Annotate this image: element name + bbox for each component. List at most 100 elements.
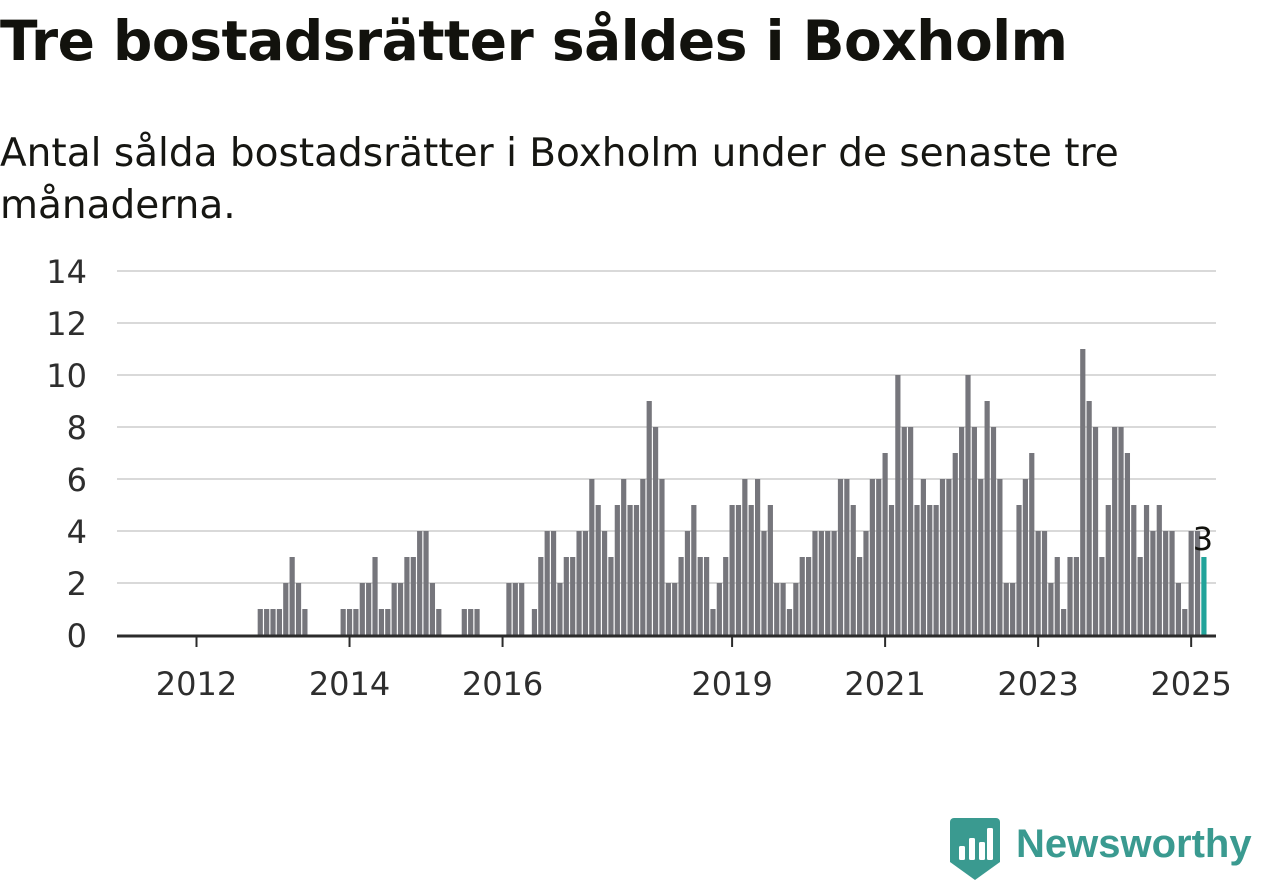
- bar: [1003, 583, 1009, 635]
- bar: [614, 505, 620, 635]
- bar: [340, 609, 346, 635]
- bar: [869, 479, 875, 635]
- bar: [812, 531, 818, 635]
- bar: [385, 609, 391, 635]
- bar: [857, 557, 863, 635]
- bar: [289, 557, 295, 635]
- bar: [1150, 531, 1156, 635]
- bar: [901, 427, 907, 635]
- bar: [372, 557, 378, 635]
- bar: [959, 427, 965, 635]
- bar: [1086, 401, 1092, 635]
- bar: [1143, 505, 1150, 635]
- bar: [264, 609, 270, 635]
- bar: [837, 479, 844, 635]
- y-tick-label: 4: [67, 513, 87, 551]
- bar: [799, 557, 805, 635]
- bar: [595, 505, 601, 635]
- bar: [971, 427, 977, 635]
- bar: [659, 479, 665, 635]
- bar: [436, 609, 442, 635]
- bar: [844, 479, 850, 635]
- bar: [742, 479, 748, 635]
- y-tick-label: 14: [46, 253, 87, 291]
- bar: [1182, 609, 1188, 635]
- bar: [895, 375, 901, 635]
- y-axis-ticks: 0 2 4 6 8 10 12 14: [46, 253, 87, 655]
- bar: [378, 609, 385, 635]
- bar: [793, 583, 799, 635]
- bar: [927, 505, 933, 635]
- bar: [984, 401, 990, 635]
- bar: [939, 479, 946, 635]
- bar: [665, 583, 671, 635]
- bar: [748, 505, 754, 635]
- bar: [1048, 583, 1054, 635]
- bar: [1092, 427, 1099, 635]
- bar: [1029, 453, 1035, 635]
- bar: [544, 531, 550, 635]
- bars: [257, 349, 1207, 635]
- bar: [933, 505, 939, 635]
- bar: [461, 609, 467, 635]
- bar: [627, 505, 633, 635]
- bar: [818, 531, 824, 635]
- bar: [1175, 583, 1182, 635]
- bar: [359, 583, 365, 635]
- bar: [850, 505, 856, 635]
- bar: [716, 583, 722, 635]
- bar: [825, 531, 831, 635]
- y-tick-label: 12: [46, 305, 87, 343]
- bar: [997, 479, 1003, 635]
- bar: [1124, 453, 1131, 635]
- bar: [780, 583, 786, 635]
- x-tick-label: 2025: [1150, 665, 1231, 700]
- y-tick-label: 8: [67, 409, 87, 447]
- bar: [576, 531, 582, 635]
- bar: [729, 505, 735, 635]
- bar: [990, 427, 997, 635]
- bar-highlight: [1201, 557, 1207, 635]
- bar: [589, 479, 595, 635]
- bar: [678, 557, 684, 635]
- y-tick-label: 10: [46, 357, 87, 395]
- bar: [353, 609, 359, 635]
- bar: [672, 583, 678, 635]
- bar: [920, 479, 926, 635]
- bar: [646, 401, 652, 635]
- bar: [640, 479, 646, 635]
- bar: [468, 609, 474, 635]
- bar: [952, 453, 958, 635]
- bar: [538, 557, 544, 635]
- bar-chart-badge-icon: [950, 818, 1000, 880]
- bar: [684, 531, 691, 635]
- x-axis-ticks: 2012 2014 2016 2019 2021 2023 2025: [156, 637, 1232, 700]
- bar: [410, 557, 416, 635]
- bar: [366, 583, 372, 635]
- bar: [1054, 557, 1060, 635]
- bar: [270, 609, 276, 635]
- bar: [346, 609, 353, 635]
- bar: [519, 583, 525, 635]
- x-tick-label: 2016: [462, 665, 543, 700]
- bar: [1131, 505, 1137, 635]
- bar: [633, 505, 640, 635]
- bar: [1073, 557, 1079, 635]
- bar: [767, 505, 773, 635]
- bar: [550, 531, 557, 635]
- bar: [582, 531, 589, 635]
- bar: [295, 583, 302, 635]
- x-tick-label: 2012: [156, 665, 237, 700]
- bar: [302, 609, 308, 635]
- bar: [965, 375, 971, 635]
- bar: [1105, 505, 1111, 635]
- bar: [621, 479, 627, 635]
- bar: [512, 583, 518, 635]
- bar: [882, 453, 888, 635]
- y-tick-label: 6: [67, 461, 87, 499]
- bar: [1041, 531, 1048, 635]
- y-tick-label: 2: [67, 565, 87, 603]
- bar: [888, 505, 895, 635]
- bar: [570, 557, 576, 635]
- bar: [557, 583, 563, 635]
